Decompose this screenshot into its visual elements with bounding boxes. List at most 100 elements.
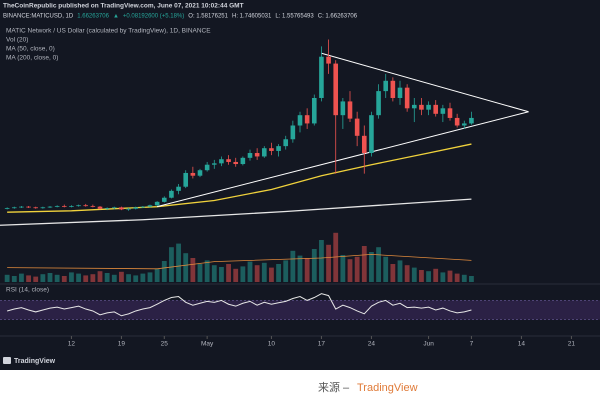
x-tick-label: 19 <box>118 341 126 348</box>
legend-entry: Vol (20) <box>6 37 28 44</box>
candle-body <box>154 201 160 206</box>
volume-bar <box>33 276 39 282</box>
volume-bar <box>176 243 181 282</box>
candle-body <box>469 117 474 124</box>
volume-bar <box>404 265 410 282</box>
legend-entry: MA (200, close, 0) <box>6 55 58 62</box>
candle-body <box>333 63 339 116</box>
candle-body <box>161 197 167 202</box>
volume-bar <box>426 271 431 282</box>
volume-bar <box>347 259 353 282</box>
chart-title: MATIC Network / US Dollar (calculated by… <box>6 28 211 35</box>
candle-body <box>311 97 317 124</box>
volume-bar <box>183 253 189 282</box>
quote-item: ▲ <box>113 14 119 20</box>
x-tick-label: Jun <box>423 341 434 348</box>
candle-body <box>111 207 117 209</box>
volume-bar <box>76 273 81 282</box>
quote-item: L: 1.55765493 <box>275 14 314 20</box>
volume-bar <box>226 264 231 282</box>
candle-body <box>204 164 210 171</box>
candle-body <box>54 205 60 207</box>
volume-bar <box>11 276 17 282</box>
volume-bar <box>326 244 331 282</box>
candle-body <box>340 101 346 116</box>
volume-bar <box>311 249 317 282</box>
candle-body <box>97 206 103 209</box>
candle-body <box>283 139 289 147</box>
candle-body <box>126 208 131 210</box>
candle-body <box>19 206 24 208</box>
candle-body <box>440 108 446 114</box>
caption-source: TradingView <box>357 382 418 394</box>
volume-bar <box>147 272 153 282</box>
candle-body <box>90 205 96 207</box>
volume-bar <box>469 276 474 282</box>
candle-body <box>119 207 124 210</box>
candle-body <box>426 104 431 110</box>
volume-bar <box>111 274 117 282</box>
x-tick-label: 24 <box>368 341 376 348</box>
candle-body <box>211 163 217 165</box>
candle-body <box>261 148 267 157</box>
volume-bar <box>54 274 60 282</box>
volume-bar <box>197 264 203 282</box>
volume-bar <box>376 247 381 282</box>
volume-bar <box>61 276 67 282</box>
volume-bar <box>161 261 167 282</box>
candle-body <box>69 205 74 207</box>
volume-bar <box>254 265 260 282</box>
volume-bar <box>290 250 296 282</box>
volume-bar <box>283 260 289 282</box>
volume-bar <box>40 274 46 282</box>
x-tick-label: 25 <box>161 341 169 348</box>
logo-icon <box>3 357 11 364</box>
candle-body <box>219 159 224 164</box>
candle-body <box>26 206 31 208</box>
volume-bar <box>361 246 367 282</box>
volume-bar <box>333 232 339 282</box>
candle-body <box>419 104 424 110</box>
candle-body <box>376 91 381 116</box>
volume-bar <box>261 262 267 282</box>
rsi-label: RSI (14, close) <box>6 287 49 294</box>
volume-bar <box>461 274 467 282</box>
volume-bar <box>440 272 446 282</box>
volume-bar <box>240 266 246 282</box>
candle-body <box>411 104 417 109</box>
x-tick-label: 10 <box>268 341 276 348</box>
candle-body <box>304 115 310 124</box>
x-tick-label: 21 <box>568 341 576 348</box>
rsi-band <box>0 300 600 320</box>
candle-body <box>76 205 81 207</box>
x-tick-label: 14 <box>518 341 526 348</box>
volume-bar <box>211 265 217 282</box>
volume-bar <box>269 267 274 282</box>
volume-bar <box>119 271 124 282</box>
volume-bar <box>169 247 174 282</box>
candle-body <box>133 207 139 209</box>
volume-bar <box>354 256 360 282</box>
candle-body <box>104 208 110 209</box>
candle-body <box>83 205 89 207</box>
volume-bar <box>104 273 110 282</box>
candle-body <box>176 186 181 191</box>
candle-body <box>326 56 331 64</box>
volume-ma <box>7 253 472 270</box>
candle-body <box>226 159 231 162</box>
volume-bar <box>140 273 146 282</box>
x-tick-label: May <box>201 341 214 348</box>
quote-item: BINANCE:MATICUSD, 1D <box>3 14 74 20</box>
quote-item: C: 1.66263706 <box>318 14 358 20</box>
trendline <box>321 52 529 113</box>
volume-bar <box>4 274 10 282</box>
volume-bar <box>219 267 224 282</box>
moving-average <box>0 198 472 226</box>
volume-bar <box>126 274 131 282</box>
legend-entry: MA (50, close, 0) <box>6 46 55 53</box>
candle-body <box>233 161 239 165</box>
x-tick-label: 12 <box>68 341 76 348</box>
candle-body <box>140 206 146 208</box>
candle-body <box>269 148 274 151</box>
volume-bar <box>47 273 53 282</box>
